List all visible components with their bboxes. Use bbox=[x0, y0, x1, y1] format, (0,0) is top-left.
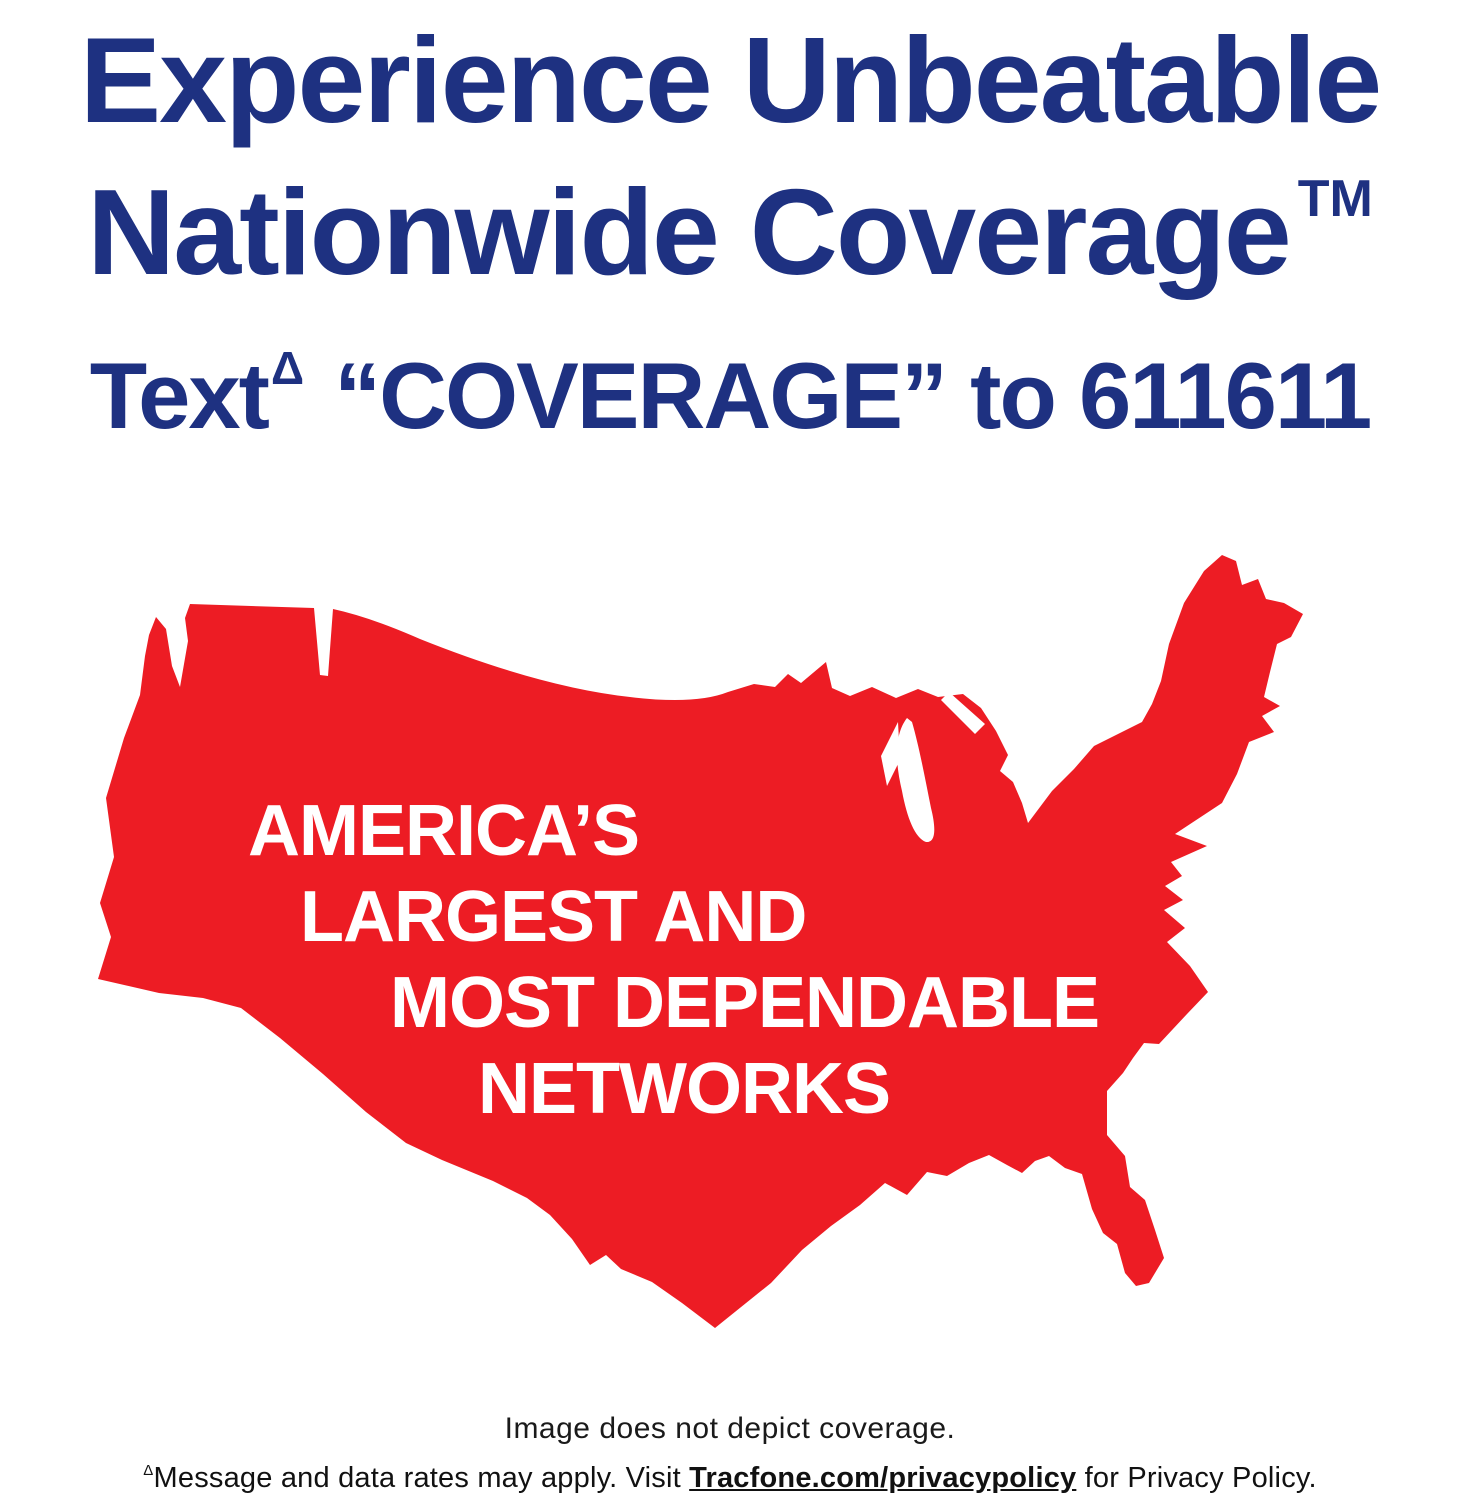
slogan-line-2: LARGEST AND bbox=[300, 877, 807, 957]
green-bay-cutout bbox=[881, 722, 900, 786]
legal-footnote: ΔMessage and data rates may apply. Visit… bbox=[0, 1462, 1460, 1495]
usa-map: AMERICA’S LARGEST AND MOST DEPENDABLE NE… bbox=[60, 545, 1320, 1360]
usa-map-shape bbox=[98, 555, 1303, 1328]
slogan-line-1: AMERICA’S bbox=[248, 791, 640, 871]
coverage-disclaimer: Image does not depict coverage. bbox=[504, 1412, 956, 1445]
footnote-delta-superscript-icon: Δ bbox=[143, 1462, 154, 1479]
map-slogan: AMERICA’S LARGEST AND MOST DEPENDABLE NE… bbox=[60, 788, 1100, 1132]
delta-superscript-icon: Δ bbox=[271, 342, 305, 394]
privacy-policy-link: Tracfone.com/privacypolicy bbox=[689, 1462, 1077, 1494]
headline-line2-text: Nationwide Coverage bbox=[87, 164, 1292, 300]
headline: Experience Unbeatable Nationwide Coverag… bbox=[0, 4, 1460, 333]
headline-line1: Experience Unbeatable bbox=[79, 12, 1383, 148]
mackinac-strait-cutout bbox=[941, 692, 985, 734]
footnote-text-before: Message and data rates may apply. Visit bbox=[153, 1462, 690, 1494]
cta-message: “COVERAGE” to 611611 bbox=[334, 343, 1372, 448]
headline-line2: Nationwide Coverage TM bbox=[0, 156, 1460, 333]
usa-map-svg bbox=[98, 555, 1303, 1328]
lake-michigan-cutout bbox=[896, 718, 935, 843]
footnote-text-after: for Privacy Policy. bbox=[1076, 1462, 1317, 1494]
slogan-line-3: MOST DEPENDABLE bbox=[390, 963, 1100, 1043]
cta-prefix: Text bbox=[89, 343, 270, 448]
slogan-line-4: NETWORKS bbox=[478, 1049, 891, 1129]
trademark-superscript: TM bbox=[1297, 170, 1373, 228]
cta-line: TextΔ “COVERAGE” to 611611 bbox=[0, 336, 1460, 472]
